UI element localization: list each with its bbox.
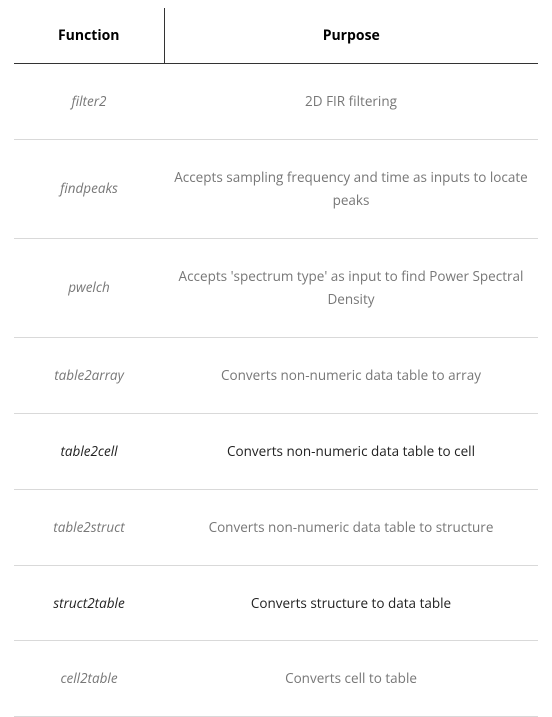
table-row: struct2tableConverts structure to data t… — [14, 565, 538, 641]
header-function: Function — [14, 8, 164, 64]
table-body: filter22D FIR filteringfindpeaksAccepts … — [14, 64, 538, 717]
purpose-cell: Accepts 'spectrum type' as input to find… — [164, 238, 538, 337]
table-header-row: Function Purpose — [14, 8, 538, 64]
function-cell: table2struct — [14, 489, 164, 565]
table-row: table2structConverts non-numeric data ta… — [14, 489, 538, 565]
header-purpose: Purpose — [164, 8, 538, 64]
function-cell: table2array — [14, 337, 164, 413]
purpose-cell: Converts non-numeric data table to cell — [164, 413, 538, 489]
table-row: findpeaksAccepts sampling frequency and … — [14, 139, 538, 238]
purpose-cell: Converts non-numeric data table to array — [164, 337, 538, 413]
table-row: filter22D FIR filtering — [14, 64, 538, 140]
function-cell: filter2 — [14, 64, 164, 140]
table-row: cell2tableConverts cell to table — [14, 641, 538, 717]
function-cell: pwelch — [14, 238, 164, 337]
functions-table: Function Purpose filter22D FIR filtering… — [14, 8, 538, 717]
purpose-cell: Converts structure to data table — [164, 565, 538, 641]
table-row: table2arrayConverts non-numeric data tab… — [14, 337, 538, 413]
function-cell: struct2table — [14, 565, 164, 641]
function-cell: table2cell — [14, 413, 164, 489]
purpose-cell: Accepts sampling frequency and time as i… — [164, 139, 538, 238]
purpose-cell: Converts cell to table — [164, 641, 538, 717]
function-cell: findpeaks — [14, 139, 164, 238]
purpose-cell: 2D FIR filtering — [164, 64, 538, 140]
table-row: table2cellConverts non-numeric data tabl… — [14, 413, 538, 489]
function-cell: cell2table — [14, 641, 164, 717]
purpose-cell: Converts non-numeric data table to struc… — [164, 489, 538, 565]
table-row: pwelchAccepts 'spectrum type' as input t… — [14, 238, 538, 337]
